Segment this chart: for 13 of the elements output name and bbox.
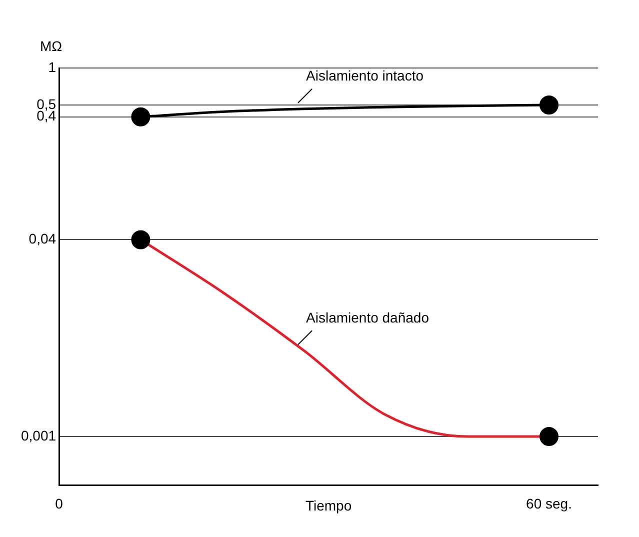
point — [131, 230, 150, 250]
y-tick-label: 0,001 — [20, 427, 56, 444]
x-tick-label: 60 seg. — [526, 496, 572, 512]
y-tick-label: 0,04 — [28, 230, 56, 247]
x-axis-title: Tiempo — [305, 497, 352, 514]
x-tick-label: 0 — [55, 496, 64, 512]
point — [540, 427, 559, 446]
series-label: Aislamiento intacto — [306, 68, 424, 84]
y-tick-label: 1 — [48, 58, 56, 75]
series-label: Aislamiento dañado — [306, 310, 430, 326]
point — [540, 95, 559, 114]
y-axis-title: MΩ — [40, 38, 62, 54]
point — [131, 107, 150, 126]
